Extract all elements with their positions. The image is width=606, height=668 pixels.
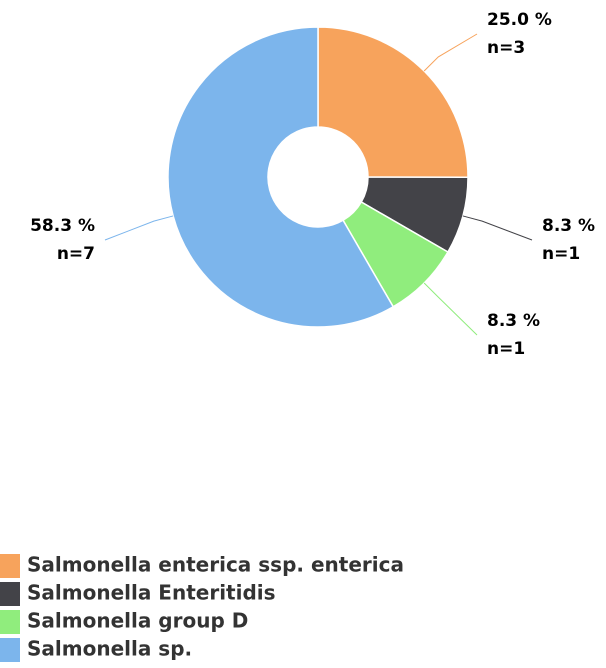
legend-label: Salmonella group D bbox=[27, 609, 248, 633]
legend-label: Salmonella enterica ssp. enterica bbox=[27, 553, 404, 577]
data-label: 25.0 % bbox=[487, 10, 552, 30]
legend-swatch bbox=[0, 610, 20, 634]
connector bbox=[462, 215, 533, 241]
slice bbox=[317, 26, 469, 178]
count-label: n=1 bbox=[487, 339, 525, 359]
connector bbox=[423, 33, 478, 72]
legend-swatch bbox=[0, 554, 20, 578]
data-label: 58.3 % bbox=[30, 216, 95, 236]
connector bbox=[104, 215, 174, 241]
legend-label: Salmonella sp. bbox=[27, 637, 192, 661]
count-label: n=1 bbox=[542, 244, 580, 264]
legend-label: Salmonella Enteritidis bbox=[27, 581, 276, 605]
count-label: n=7 bbox=[57, 244, 95, 264]
legend-swatch bbox=[0, 582, 20, 606]
count-label: n=3 bbox=[487, 38, 525, 58]
slice bbox=[167, 26, 395, 328]
data-label: 8.3 % bbox=[542, 216, 595, 236]
legend-swatch bbox=[0, 638, 20, 662]
data-label: 8.3 % bbox=[487, 311, 540, 331]
connector bbox=[423, 282, 478, 336]
